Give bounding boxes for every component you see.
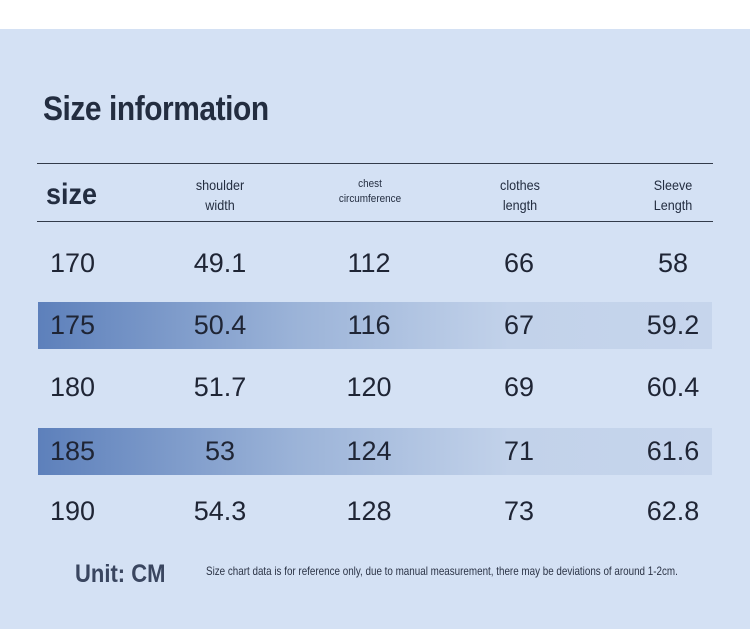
header-chest-line2: circumference xyxy=(338,193,402,206)
unit-label: Unit: CM xyxy=(75,560,166,588)
header-bottom-rule xyxy=(37,221,713,222)
reference-note: Size chart data is for reference only, d… xyxy=(206,564,678,578)
size-cell: 185 xyxy=(50,436,96,466)
shoulder-cell: 54.3 xyxy=(193,496,247,526)
header-chest-circumference: chest circumference xyxy=(330,177,411,208)
chest-cell: 116 xyxy=(347,310,391,340)
table-row: 185 53 124 71 61.6 xyxy=(38,428,712,475)
chest-cell: 120 xyxy=(346,372,392,402)
size-cell: 180 xyxy=(50,372,96,402)
header-top-rule xyxy=(37,163,713,164)
header-shoulder-line1: shoulder xyxy=(195,177,245,193)
table-row: 180 51.7 120 69 60.4 xyxy=(38,364,712,411)
header-clothes-line1: clothes xyxy=(500,177,540,193)
chest-cell: 124 xyxy=(346,436,392,466)
clothes-length-cell: 71 xyxy=(503,436,535,466)
header-sleeve-line2: Length xyxy=(653,196,693,213)
header-chest-line1: chest xyxy=(358,178,382,190)
header-shoulder-line2: width xyxy=(205,196,235,213)
size-cell: 175 xyxy=(50,310,96,340)
clothes-length-cell: 73 xyxy=(503,496,535,526)
sleeve-length-cell: 59.2 xyxy=(646,310,700,340)
shoulder-cell: 49.1 xyxy=(193,248,247,278)
header-sleeve-length: Sleeve Length xyxy=(637,176,709,215)
clothes-length-cell: 69 xyxy=(503,372,535,402)
chest-cell: 112 xyxy=(347,248,391,278)
size-cell: 170 xyxy=(50,248,96,278)
sleeve-length-cell: 58 xyxy=(657,248,689,278)
size-cell: 190 xyxy=(50,496,96,526)
shoulder-cell: 50.4 xyxy=(193,310,247,340)
sleeve-length-cell: 62.8 xyxy=(646,496,700,526)
header-clothes-length: clothes length xyxy=(484,176,556,215)
clothes-length-cell: 67 xyxy=(503,310,535,340)
clothes-length-cell: 66 xyxy=(503,248,535,278)
sleeve-length-cell: 60.4 xyxy=(646,372,700,402)
table-row: 175 50.4 116 67 59.2 xyxy=(38,302,712,349)
sleeve-length-cell: 61.6 xyxy=(646,436,700,466)
table-row: 190 54.3 128 73 62.8 xyxy=(38,488,712,535)
header-sleeve-line1: Sleeve xyxy=(653,177,693,193)
shoulder-cell: 53 xyxy=(204,436,236,466)
table-row: 170 49.1 112 66 58 xyxy=(38,240,712,287)
chest-cell: 128 xyxy=(346,496,392,526)
header-size: size xyxy=(46,178,98,211)
header-shoulder-width: shoulder width xyxy=(184,176,256,215)
shoulder-cell: 51.7 xyxy=(193,372,247,402)
header-clothes-line2: length xyxy=(502,196,538,213)
page-title: Size information xyxy=(43,90,269,128)
